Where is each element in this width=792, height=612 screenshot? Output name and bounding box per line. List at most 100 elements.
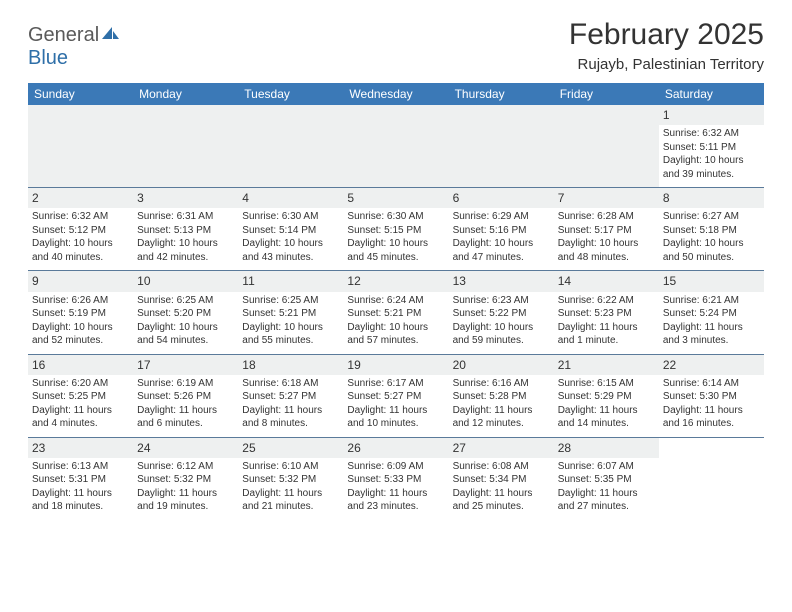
day-cell: 9Sunrise: 6:26 AMSunset: 5:19 PMDaylight…: [28, 271, 133, 353]
day-number: 15: [663, 273, 760, 289]
day-number: 13: [453, 273, 550, 289]
day-cell: 22Sunrise: 6:14 AMSunset: 5:30 PMDayligh…: [659, 355, 764, 437]
sunrise-text: Sunrise: 6:08 AM: [453, 460, 550, 474]
sunset-text: Sunset: 5:12 PM: [32, 224, 129, 238]
sunset-text: Sunset: 5:26 PM: [137, 390, 234, 404]
sunset-text: Sunset: 5:32 PM: [242, 473, 339, 487]
weekday-header: Friday: [554, 83, 659, 105]
day-cell: 12Sunrise: 6:24 AMSunset: 5:21 PMDayligh…: [343, 271, 448, 353]
day-cell: 26Sunrise: 6:09 AMSunset: 5:33 PMDayligh…: [343, 438, 448, 520]
day-cell-blank: [238, 105, 343, 187]
sunrise-text: Sunrise: 6:32 AM: [663, 127, 760, 141]
day-cell: 20Sunrise: 6:16 AMSunset: 5:28 PMDayligh…: [449, 355, 554, 437]
sunset-text: Sunset: 5:23 PM: [558, 307, 655, 321]
sunset-text: Sunset: 5:25 PM: [32, 390, 129, 404]
daylight-text: Daylight: 10 hours and 47 minutes.: [453, 237, 550, 264]
day-number: 14: [558, 273, 655, 289]
sunrise-text: Sunrise: 6:24 AM: [347, 294, 444, 308]
sunset-text: Sunset: 5:11 PM: [663, 141, 760, 155]
daylight-text: Daylight: 11 hours and 1 minute.: [558, 321, 655, 348]
sunset-text: Sunset: 5:35 PM: [558, 473, 655, 487]
sunset-text: Sunset: 5:33 PM: [347, 473, 444, 487]
day-cell: 28Sunrise: 6:07 AMSunset: 5:35 PMDayligh…: [554, 438, 659, 520]
daylight-text: Daylight: 11 hours and 16 minutes.: [663, 404, 760, 431]
daylight-text: Daylight: 11 hours and 3 minutes.: [663, 321, 760, 348]
day-cell: 2Sunrise: 6:32 AMSunset: 5:12 PMDaylight…: [28, 188, 133, 270]
day-number-band: 12: [343, 271, 448, 291]
day-number: 28: [558, 440, 655, 456]
day-number: 7: [558, 190, 655, 206]
title-block: February 2025 Rujayb, Palestinian Territ…: [569, 18, 764, 73]
daylight-text: Daylight: 10 hours and 45 minutes.: [347, 237, 444, 264]
weekday-header-row: SundayMondayTuesdayWednesdayThursdayFrid…: [28, 83, 764, 105]
day-number-band: 6: [449, 188, 554, 208]
day-cell: 7Sunrise: 6:28 AMSunset: 5:17 PMDaylight…: [554, 188, 659, 270]
day-number: 6: [453, 190, 550, 206]
logo-word-blue: Blue: [28, 47, 68, 69]
day-number-band: 13: [449, 271, 554, 291]
daylight-text: Daylight: 10 hours and 52 minutes.: [32, 321, 129, 348]
daylight-text: Daylight: 11 hours and 19 minutes.: [137, 487, 234, 514]
calendar-page: General Blue February 2025 Rujayb, Pales…: [0, 0, 792, 530]
sunrise-text: Sunrise: 6:16 AM: [453, 377, 550, 391]
day-number-band: 14: [554, 271, 659, 291]
daylight-text: Daylight: 10 hours and 42 minutes.: [137, 237, 234, 264]
day-cell: 24Sunrise: 6:12 AMSunset: 5:32 PMDayligh…: [133, 438, 238, 520]
day-cell-blank: [133, 105, 238, 187]
day-number: 1: [663, 107, 760, 123]
day-cell: 5Sunrise: 6:30 AMSunset: 5:15 PMDaylight…: [343, 188, 448, 270]
sunset-text: Sunset: 5:13 PM: [137, 224, 234, 238]
day-number: 19: [347, 357, 444, 373]
daylight-text: Daylight: 10 hours and 43 minutes.: [242, 237, 339, 264]
sunset-text: Sunset: 5:19 PM: [32, 307, 129, 321]
day-cell: 19Sunrise: 6:17 AMSunset: 5:27 PMDayligh…: [343, 355, 448, 437]
day-number-band: 20: [449, 355, 554, 375]
day-number-band: 24: [133, 438, 238, 458]
day-number-band: 17: [133, 355, 238, 375]
sunset-text: Sunset: 5:20 PM: [137, 307, 234, 321]
sunset-text: Sunset: 5:27 PM: [242, 390, 339, 404]
day-number: 12: [347, 273, 444, 289]
day-number-band: 28: [554, 438, 659, 458]
day-number: 2: [32, 190, 129, 206]
day-cell: 21Sunrise: 6:15 AMSunset: 5:29 PMDayligh…: [554, 355, 659, 437]
daylight-text: Daylight: 10 hours and 59 minutes.: [453, 321, 550, 348]
sunset-text: Sunset: 5:32 PM: [137, 473, 234, 487]
week-row: 2Sunrise: 6:32 AMSunset: 5:12 PMDaylight…: [28, 187, 764, 270]
calendar-grid: SundayMondayTuesdayWednesdayThursdayFrid…: [28, 83, 764, 520]
daylight-text: Daylight: 11 hours and 27 minutes.: [558, 487, 655, 514]
sunset-text: Sunset: 5:14 PM: [242, 224, 339, 238]
sunrise-text: Sunrise: 6:25 AM: [242, 294, 339, 308]
day-number: 5: [347, 190, 444, 206]
sunrise-text: Sunrise: 6:25 AM: [137, 294, 234, 308]
weekday-header: Sunday: [28, 83, 133, 105]
day-number-band: 22: [659, 355, 764, 375]
day-cell: 10Sunrise: 6:25 AMSunset: 5:20 PMDayligh…: [133, 271, 238, 353]
day-number-band: 4: [238, 188, 343, 208]
day-number: 10: [137, 273, 234, 289]
day-number: 20: [453, 357, 550, 373]
sunrise-text: Sunrise: 6:17 AM: [347, 377, 444, 391]
day-number-band: 27: [449, 438, 554, 458]
day-cell: 15Sunrise: 6:21 AMSunset: 5:24 PMDayligh…: [659, 271, 764, 353]
day-number-band: 7: [554, 188, 659, 208]
day-number-band: 19: [343, 355, 448, 375]
weekday-header: Wednesday: [343, 83, 448, 105]
sail-icon: [100, 28, 120, 45]
sunrise-text: Sunrise: 6:29 AM: [453, 210, 550, 224]
day-number: 9: [32, 273, 129, 289]
day-cell-blank: [343, 105, 448, 187]
sunrise-text: Sunrise: 6:13 AM: [32, 460, 129, 474]
day-number: 23: [32, 440, 129, 456]
day-number: 17: [137, 357, 234, 373]
day-number-band: 2: [28, 188, 133, 208]
week-row: 9Sunrise: 6:26 AMSunset: 5:19 PMDaylight…: [28, 270, 764, 353]
day-number-band: 3: [133, 188, 238, 208]
weeks-container: 1Sunrise: 6:32 AMSunset: 5:11 PMDaylight…: [28, 105, 764, 520]
day-cell: 18Sunrise: 6:18 AMSunset: 5:27 PMDayligh…: [238, 355, 343, 437]
sunrise-text: Sunrise: 6:30 AM: [242, 210, 339, 224]
daylight-text: Daylight: 11 hours and 4 minutes.: [32, 404, 129, 431]
sunrise-text: Sunrise: 6:18 AM: [242, 377, 339, 391]
sunrise-text: Sunrise: 6:10 AM: [242, 460, 339, 474]
daylight-text: Daylight: 10 hours and 39 minutes.: [663, 154, 760, 181]
